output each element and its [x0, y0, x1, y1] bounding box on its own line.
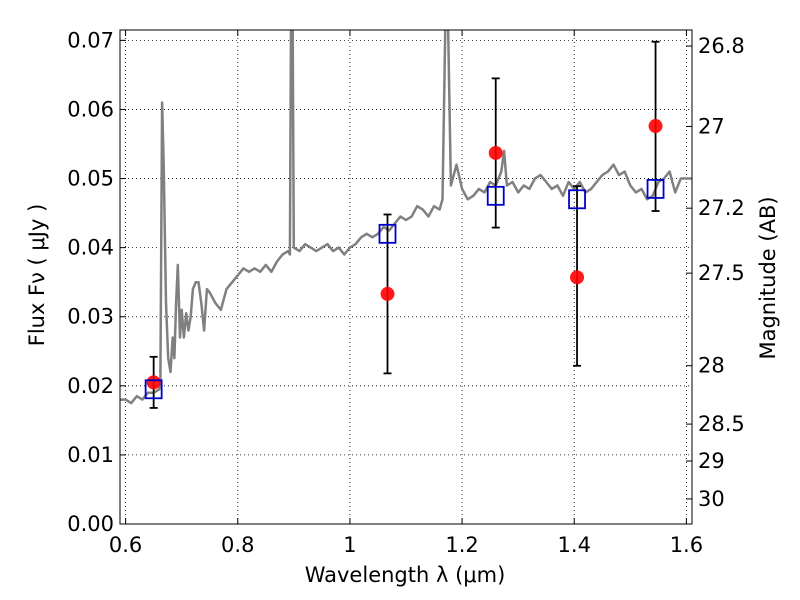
model-marker [486, 185, 505, 206]
model-marker [646, 179, 665, 199]
observed-marker [648, 119, 663, 134]
spectrum-series [120, 30, 692, 405]
y-tick-label: 0.06 [67, 97, 114, 121]
model-marker [568, 189, 586, 210]
y-tick-label: 0.05 [67, 167, 114, 191]
x-tick-label: 1.2 [445, 533, 478, 557]
y-axis-label: Flux Fν ( μJy ) [25, 204, 49, 347]
y2-tick-label: 28 [698, 354, 725, 378]
y-tick-label: 0.00 [67, 512, 114, 536]
plot-frame [119, 29, 693, 525]
y2-tick-label: 27.2 [698, 196, 745, 220]
y2-axis-label: Magnitude (AB) [756, 196, 780, 359]
x-axis-label: Wavelength λ (μm) [305, 563, 506, 587]
y2-tick-label: 27.5 [698, 261, 745, 285]
spectrum-line [120, 30, 692, 405]
y2-tick-labels: 30 29 28.5 28 27.5 27.2 27 26.8 [698, 34, 745, 511]
model-marker [144, 379, 163, 400]
x-tick-labels: 0.6 0.8 1 1.2 1.4 1.6 [109, 533, 703, 557]
error-bars [149, 40, 660, 409]
model-points [144, 179, 665, 400]
y-tick-label: 0.01 [67, 443, 114, 467]
x-tick-label: 1 [343, 533, 356, 557]
grid-lines [120, 30, 692, 525]
model-marker [378, 223, 397, 244]
y-tick-labels: 0.00 0.01 0.02 0.03 0.04 0.05 0.06 0.07 [67, 28, 114, 536]
y-tick-label: 0.02 [67, 374, 114, 398]
observed-marker [146, 375, 161, 390]
y2-tick-label: 29 [698, 449, 725, 473]
x-tick-label: 0.6 [109, 533, 142, 557]
y-tick-label: 0.04 [67, 236, 114, 260]
y-tick-label: 0.07 [67, 28, 114, 52]
x-tick-label: 0.8 [221, 533, 254, 557]
y2-tick-label: 26.8 [698, 34, 745, 58]
observed-marker [570, 270, 585, 285]
y2-tick-label: 27 [698, 114, 725, 138]
observed-points [146, 119, 663, 390]
observed-marker [380, 286, 395, 301]
y2-tick-label: 30 [698, 487, 725, 511]
observed-marker [488, 145, 503, 160]
axis-ticks [120, 30, 692, 525]
x-tick-label: 1.4 [558, 533, 591, 557]
x-tick-label: 1.6 [670, 533, 703, 557]
y2-tick-label: 28.5 [698, 412, 745, 436]
y-tick-label: 0.03 [67, 305, 114, 329]
